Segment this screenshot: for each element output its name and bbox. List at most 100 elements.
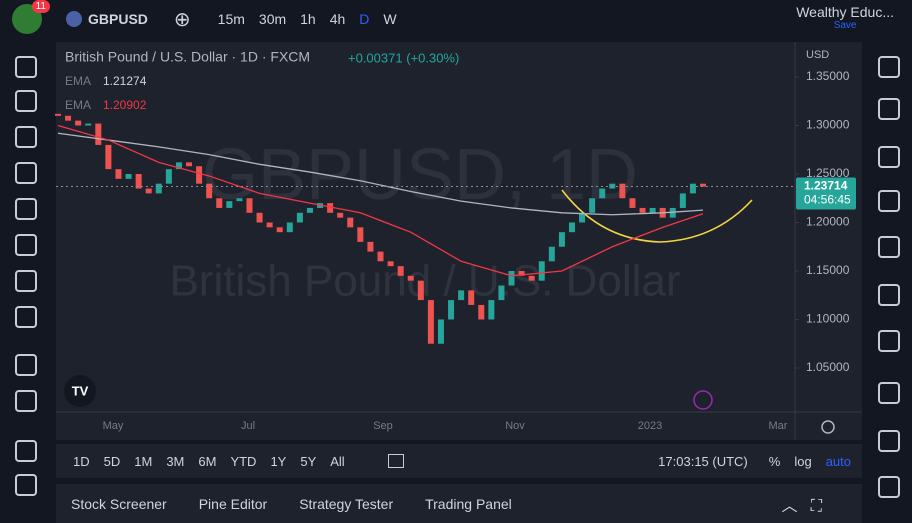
candle [55, 113, 61, 116]
tool-icon[interactable] [878, 284, 900, 306]
tool-icon[interactable] [878, 98, 900, 120]
candle [226, 201, 233, 208]
interval[interactable]: W [383, 11, 397, 27]
tool-icon[interactable] [15, 162, 37, 184]
scale-option[interactable]: auto [825, 453, 851, 469]
candle [448, 300, 455, 320]
range-button[interactable]: All [330, 453, 345, 469]
date-range-icon[interactable] [387, 454, 404, 468]
tool-icon[interactable] [15, 390, 37, 412]
tool-icon[interactable] [878, 330, 900, 352]
candle [246, 198, 253, 213]
currency: USD [806, 49, 829, 61]
interval[interactable]: 15m [217, 11, 245, 27]
x-tick-label: 2023 [638, 420, 662, 432]
tool-icon[interactable] [15, 270, 37, 292]
tool-icon[interactable] [878, 430, 900, 452]
candle [508, 270, 515, 286]
range-button[interactable]: 5Y [300, 453, 317, 469]
watermark: British Pound / U.S. Dollar [169, 257, 680, 306]
interval[interactable]: 1h [300, 11, 316, 27]
price-badge [796, 177, 856, 210]
interval[interactable]: 30m [258, 11, 287, 27]
tool-icon[interactable] [15, 354, 37, 376]
symbol[interactable]: GBPUSD [88, 11, 148, 27]
price-label: 1.23714 [804, 179, 848, 193]
tool-icon[interactable] [878, 56, 900, 78]
scale-option[interactable]: % [768, 453, 781, 469]
bottom-tab[interactable]: Stock Screener [71, 495, 167, 512]
candle [407, 275, 414, 281]
tool-icon[interactable] [15, 126, 37, 148]
ema-line [57, 124, 704, 277]
flag [66, 11, 82, 27]
tool-icon[interactable] [878, 190, 900, 212]
interval[interactable]: 4h [329, 11, 346, 27]
tv-logo-text: TV [72, 383, 89, 398]
tool-icon[interactable] [15, 198, 37, 220]
candle [256, 212, 263, 223]
right-toolbar [866, 42, 912, 523]
tool-icon[interactable] [878, 382, 900, 404]
tool-icon[interactable] [15, 474, 37, 496]
y-tick-label: 1.20000 [806, 215, 850, 229]
panel-controls[interactable]: ︿ ⛶ [781, 497, 822, 515]
event-icon[interactable] [693, 390, 713, 410]
top-bar: 11 GBPUSD ⊕ 15m 30m 1h 4h D W Wealthy Educ...… [0, 0, 912, 38]
candle [417, 280, 424, 301]
ema-name: EMA [65, 74, 91, 88]
candle [538, 261, 545, 281]
candle [125, 173, 132, 179]
avatar[interactable]: 11 [12, 0, 50, 34]
countdown: 04:56:45 [804, 193, 851, 207]
tool-icon[interactable] [15, 440, 37, 462]
candle [286, 222, 293, 233]
y-tick-label: 1.15000 [806, 263, 850, 277]
badge: 11 [31, 0, 50, 13]
candle [518, 270, 525, 276]
candle [327, 203, 334, 213]
bottom-tab[interactable]: Trading Panel [425, 495, 512, 512]
tool-icon[interactable] [15, 306, 37, 328]
range-bar: 1D 5D 1M 3M 6M YTD 1Y 5Y All 17:03:15 (UTC) % log… [56, 444, 862, 478]
candle [669, 207, 676, 218]
candle [145, 188, 152, 194]
y-tick-label: 1.35000 [806, 69, 850, 83]
candle [488, 300, 495, 320]
candle [155, 183, 162, 194]
range-button[interactable]: 1Y [270, 453, 287, 469]
bottom-tab[interactable]: Strategy Tester [299, 495, 394, 512]
candle [589, 198, 596, 213]
ema-line [57, 132, 704, 216]
range-button[interactable]: 1M [134, 453, 153, 469]
range-button[interactable]: 1D [73, 453, 90, 469]
change: +0.00371 (+0.30%) [348, 50, 459, 65]
range-button[interactable]: 3M [166, 453, 185, 469]
candle [619, 183, 626, 199]
add-symbol[interactable]: ⊕ [173, 8, 191, 31]
layout[interactable]: Wealthy Educ... Save [796, 5, 894, 32]
bottom-tab[interactable]: Pine Editor [198, 495, 268, 512]
y-tick-label: 1.05000 [806, 360, 850, 374]
range-button[interactable]: 6M [198, 453, 217, 469]
range-button[interactable]: YTD [230, 453, 257, 469]
settings-icon[interactable] [821, 420, 835, 434]
interval[interactable]: D [359, 11, 370, 27]
tool-icon[interactable] [878, 476, 900, 498]
bottom-panel: Stock Screener Pine Editor Strategy Tester… [56, 484, 862, 523]
x-tick-label: Sep [373, 420, 393, 432]
tool-icon[interactable] [878, 146, 900, 168]
scale-option[interactable]: log [794, 453, 812, 469]
tool-icon[interactable] [15, 56, 37, 78]
bottom-tabs: Stock Screener Pine Editor Strategy Tester… [64, 496, 537, 512]
clock: 17:03:15 (UTC) [658, 453, 748, 469]
range-button[interactable]: 5D [103, 453, 121, 469]
x-tick-label: Mar [769, 420, 788, 432]
candle [427, 300, 434, 344]
x-tick-label: Nov [505, 420, 525, 432]
tool-icon[interactable] [15, 234, 37, 256]
candle [276, 227, 283, 233]
tool-icon[interactable] [15, 90, 37, 112]
save[interactable]: Save [833, 20, 857, 31]
tool-icon[interactable] [878, 236, 900, 258]
